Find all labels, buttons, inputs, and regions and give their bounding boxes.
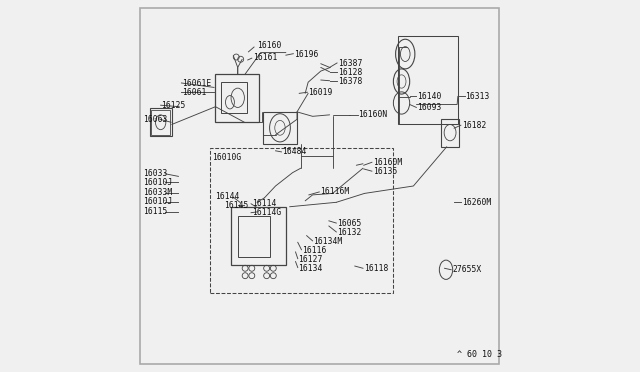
Bar: [221, 82, 248, 113]
Text: 16135: 16135: [372, 167, 397, 176]
Text: 16061E: 16061E: [182, 79, 211, 88]
Text: 16114G: 16114G: [252, 208, 281, 217]
Text: 16145: 16145: [225, 201, 249, 210]
Text: 16063: 16063: [143, 115, 167, 124]
Text: 16116: 16116: [302, 246, 326, 255]
Bar: [209, 148, 392, 293]
Text: 16010J: 16010J: [143, 178, 172, 187]
Text: 16033M: 16033M: [143, 188, 172, 197]
Text: 16134: 16134: [298, 264, 323, 273]
Bar: [231, 207, 286, 264]
Bar: [237, 216, 270, 257]
Text: 16118: 16118: [364, 264, 388, 273]
Bar: [150, 108, 172, 137]
Text: 16128: 16128: [338, 68, 362, 77]
Bar: [216, 74, 259, 122]
Text: 16313: 16313: [465, 92, 490, 101]
Bar: [151, 110, 170, 135]
Text: 16160M: 16160M: [372, 158, 402, 167]
Text: 16093: 16093: [417, 103, 442, 112]
Text: 16161: 16161: [253, 52, 278, 61]
Text: 16144: 16144: [216, 192, 240, 201]
Text: 16387: 16387: [338, 59, 362, 68]
Text: 16182: 16182: [461, 121, 486, 130]
Bar: [263, 112, 297, 144]
Text: 16114: 16114: [252, 199, 276, 208]
Text: 16125: 16125: [161, 101, 186, 110]
Text: ^ 60 10 3: ^ 60 10 3: [457, 350, 502, 359]
Text: 16134M: 16134M: [314, 237, 342, 246]
Text: 16378: 16378: [338, 77, 362, 86]
Text: 16160N: 16160N: [358, 110, 388, 119]
Text: 16196: 16196: [294, 49, 319, 58]
Text: 16127: 16127: [298, 255, 323, 264]
Text: 16010J: 16010J: [143, 197, 172, 206]
Text: 16065: 16065: [337, 219, 362, 228]
Text: 16010G: 16010G: [212, 153, 242, 162]
Text: 16115: 16115: [143, 208, 167, 217]
Text: 16019: 16019: [308, 88, 333, 97]
Text: 16132: 16132: [337, 228, 362, 237]
Text: 16061: 16061: [182, 88, 207, 97]
Text: 16116M: 16116M: [320, 187, 349, 196]
Bar: [441, 119, 460, 147]
Bar: [398, 36, 458, 124]
Text: 16160: 16160: [257, 41, 282, 51]
Text: 16484: 16484: [282, 147, 307, 156]
Text: 16260M: 16260M: [461, 198, 491, 207]
Text: 16140: 16140: [417, 92, 442, 101]
Text: 16033: 16033: [143, 169, 167, 178]
Text: 27655X: 27655X: [452, 265, 481, 274]
